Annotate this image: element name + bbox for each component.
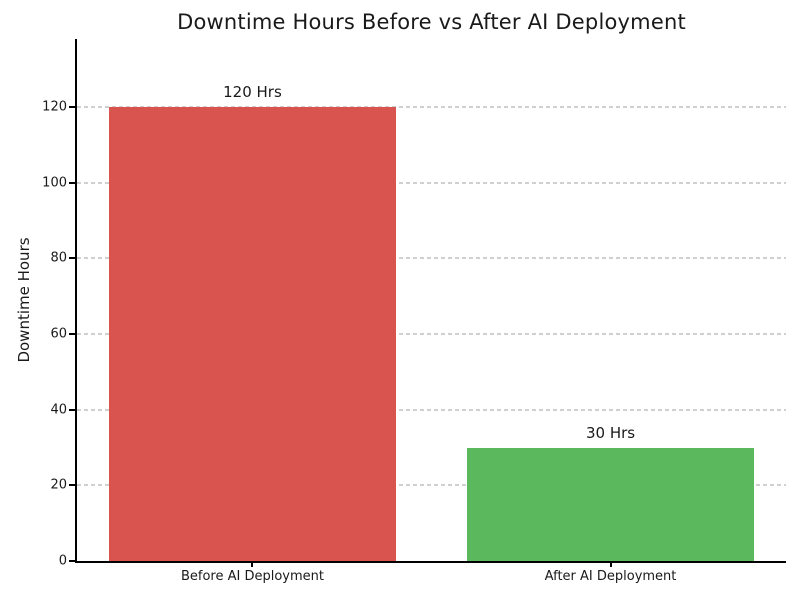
bar-after-ai-deployment: [467, 447, 754, 561]
y-tick-label-40: 40: [50, 402, 67, 418]
y-tick-mark-60: [69, 333, 75, 336]
y-tick-mark-80: [69, 257, 75, 260]
y-tick-mark-20: [69, 484, 75, 487]
y-tick-mark-0: [69, 560, 75, 562]
bar-value-label-before-ai-deployment: 120 Hrs: [223, 83, 282, 102]
y-tick-label-60: 60: [50, 326, 67, 342]
y-tick-label-100: 100: [42, 175, 67, 191]
gridline-y-40: [77, 408, 786, 411]
x-tick-mark-after-ai-deployment: [609, 562, 612, 567]
x-tick-label-after-ai-deployment: After AI Deployment: [544, 569, 677, 584]
x-tick-label-before-ai-deployment: Before AI Deployment: [180, 569, 324, 584]
bar-before-ai-deployment: [109, 107, 396, 561]
gridline-y-80: [77, 257, 786, 260]
y-tick-mark-120: [69, 106, 75, 109]
x-tick-mark-before-ai-deployment: [251, 562, 254, 567]
bar-value-label-after-ai-deployment: 30 Hrs: [585, 423, 636, 442]
chart-title: Downtime Hours Before vs After AI Deploy…: [177, 10, 686, 34]
gridline-y-60: [77, 333, 786, 336]
plot-area: 0 20 40 60 80 100 120 120 Hrs Before AI Deployme…: [42, 39, 786, 584]
y-tick-label-120: 120: [42, 99, 67, 115]
y-tick-mark-100: [69, 181, 75, 184]
x-axis-spine: [75, 561, 786, 563]
gridline-y-100: [77, 181, 786, 184]
y-axis-spine: [75, 39, 77, 563]
y-tick-mark-40: [69, 408, 75, 411]
gridline-y-20: [77, 484, 786, 487]
gridline-y-120: [77, 106, 786, 109]
y-tick-label-0: 0: [58, 553, 67, 569]
y-tick-label-20: 20: [50, 477, 67, 493]
y-tick-label-80: 80: [50, 250, 67, 266]
